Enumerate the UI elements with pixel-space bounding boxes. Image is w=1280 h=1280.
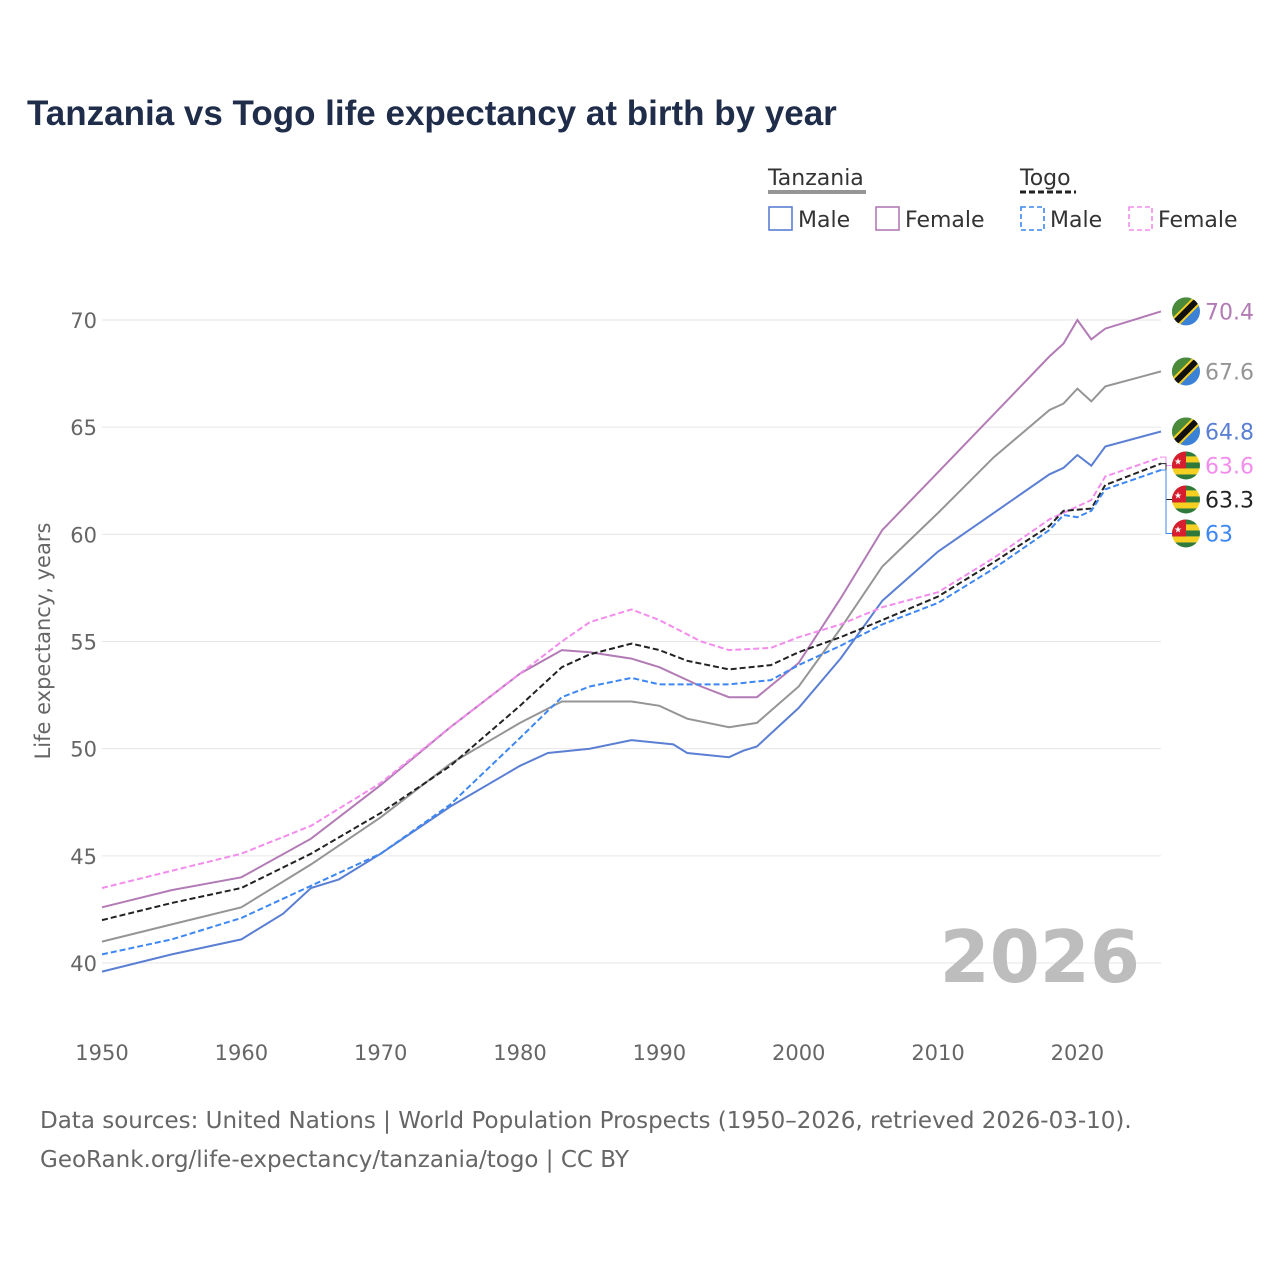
y-tick-label: 65 bbox=[70, 416, 97, 440]
y-tick-label: 70 bbox=[70, 309, 97, 333]
flag-star: ★ bbox=[1174, 491, 1182, 501]
tanzania-flag-icon bbox=[1172, 297, 1200, 326]
flag-body: ★ bbox=[1172, 485, 1200, 514]
x-tick-label: 2010 bbox=[911, 1041, 964, 1065]
y-tick-label: 50 bbox=[70, 738, 97, 762]
legend-item-label: Male bbox=[798, 208, 850, 233]
end-value-label: 63.6 bbox=[1205, 454, 1254, 479]
x-tick-label: 2000 bbox=[772, 1041, 825, 1065]
y-tick-label: 40 bbox=[70, 952, 97, 976]
x-tick-label: 1980 bbox=[493, 1041, 546, 1065]
flag-body bbox=[1172, 297, 1200, 326]
legend-item-label: Female bbox=[905, 208, 985, 233]
legend-group-title: Tanzania bbox=[767, 166, 864, 191]
series-line-togo-male bbox=[101, 469, 1162, 956]
series-line-tanzania-male bbox=[101, 430, 1162, 973]
flag-stripe bbox=[1172, 542, 1200, 548]
legend-swatch bbox=[1128, 206, 1153, 231]
flag-stripe bbox=[1172, 468, 1200, 475]
y-tick-label: 45 bbox=[70, 845, 97, 869]
source-url[interactable]: GeoRank.org/life-expectancy/tanzania/tog… bbox=[40, 1147, 629, 1173]
year-watermark: 2026 bbox=[940, 915, 1140, 999]
legend-swatch bbox=[1020, 206, 1045, 231]
togo-flag-icon: ★ bbox=[1172, 485, 1200, 514]
y-axis-label: Life expectancy, years bbox=[31, 523, 55, 760]
x-tick-label: 1990 bbox=[633, 1041, 686, 1065]
tanzania-flag-icon bbox=[1172, 417, 1200, 446]
flag-body bbox=[1172, 417, 1200, 446]
flag-star: ★ bbox=[1174, 525, 1182, 535]
flag-body: ★ bbox=[1172, 519, 1200, 548]
x-tick-label: 1960 bbox=[215, 1041, 268, 1065]
series-line-tanzania-total bbox=[101, 370, 1162, 943]
flag-stripe bbox=[1172, 536, 1200, 543]
flag-body: ★ bbox=[1172, 451, 1200, 480]
series-line-togo-female bbox=[101, 456, 1162, 889]
legend-item-label: Male bbox=[1050, 208, 1102, 233]
series-line-togo-total bbox=[101, 462, 1162, 922]
togo-flag-icon: ★ bbox=[1172, 451, 1200, 480]
x-tick-label: 1970 bbox=[354, 1041, 407, 1065]
legend-swatch bbox=[768, 206, 793, 231]
end-value-label: 64.8 bbox=[1205, 420, 1254, 445]
source-line: Data sources: United Nations | World Pop… bbox=[40, 1108, 1132, 1134]
series-line-tanzania-female bbox=[101, 310, 1162, 909]
leader-line bbox=[1161, 469, 1172, 534]
legend-group-title: Togo bbox=[1019, 166, 1071, 191]
leader-line bbox=[1161, 456, 1172, 466]
togo-flag-icon: ★ bbox=[1172, 519, 1200, 548]
tanzania-flag-icon bbox=[1172, 357, 1200, 386]
flag-stripe bbox=[1172, 474, 1200, 480]
flag-stripe bbox=[1172, 508, 1200, 514]
legend-swatch bbox=[875, 206, 900, 231]
y-tick-label: 55 bbox=[70, 631, 97, 655]
x-tick-label: 1950 bbox=[75, 1041, 128, 1065]
flag-star: ★ bbox=[1174, 457, 1182, 467]
end-value-label: 67.6 bbox=[1205, 360, 1254, 385]
end-value-label: 63.3 bbox=[1205, 488, 1254, 513]
flag-body bbox=[1172, 357, 1200, 386]
legend-item-label: Female bbox=[1158, 208, 1238, 233]
chart-title: Tanzania vs Togo life expectancy at birt… bbox=[27, 94, 837, 133]
flag-stripe bbox=[1172, 502, 1200, 509]
end-value-label: 63 bbox=[1205, 522, 1233, 547]
y-tick-label: 60 bbox=[70, 523, 97, 547]
x-tick-label: 2020 bbox=[1051, 1041, 1104, 1065]
end-value-label: 70.4 bbox=[1205, 300, 1254, 325]
